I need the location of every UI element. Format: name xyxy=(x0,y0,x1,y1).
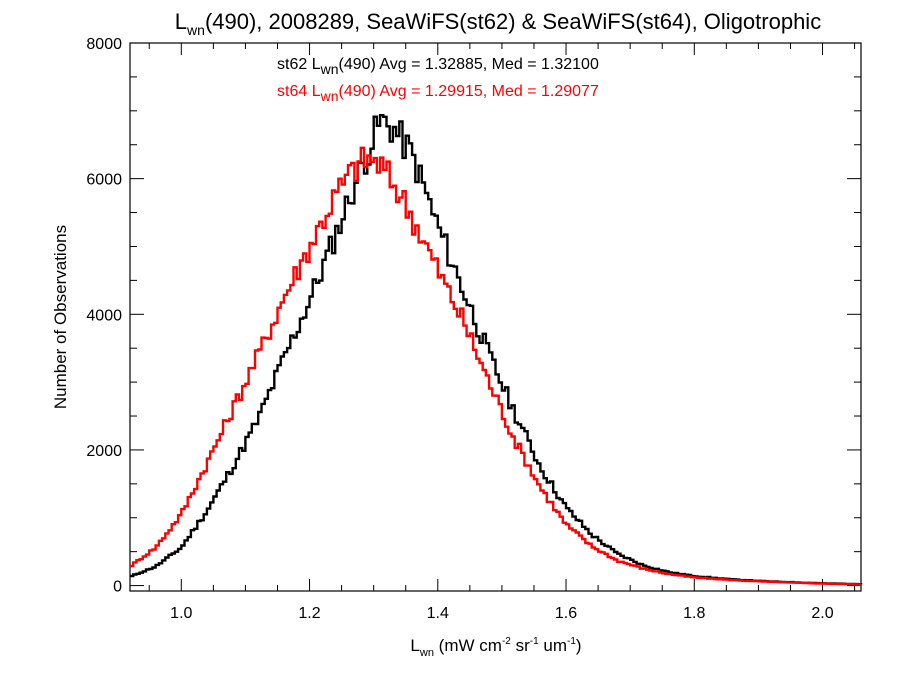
x-axis-label: Lwn (mW cm-2 sr-1 um-1) xyxy=(410,636,581,659)
x-tick-label: 1.6 xyxy=(555,605,577,622)
plot-frame xyxy=(129,42,862,592)
series-layer xyxy=(130,114,863,586)
y-tick-label: 2000 xyxy=(86,443,122,460)
y-axis-label: Number of Observations xyxy=(51,225,70,409)
x-tick-label: 2.0 xyxy=(811,605,833,622)
chart-title: Lwn(490), 2008289, SeaWiFS(st62) & SeaWi… xyxy=(175,9,821,38)
legend-st64: st64 Lwn(490) Avg = 1.29915, Med = 1.290… xyxy=(277,83,599,104)
y-tick-label: 6000 xyxy=(86,172,122,189)
x-tick-label: 1.4 xyxy=(427,605,449,622)
y-tick-label: 8000 xyxy=(86,36,122,53)
x-tick-label: 1.2 xyxy=(298,605,320,622)
x-axis-ticks: 1.0 1.2 1.4 1.6 1.8 2.0 xyxy=(148,43,856,622)
y-tick-label: 0 xyxy=(113,579,122,596)
y-axis-ticks: 0 2000 4000 6000 8000 xyxy=(86,36,861,596)
series-1-histogram xyxy=(130,146,861,586)
series-0-histogram xyxy=(130,114,863,586)
x-tick-label: 1.0 xyxy=(170,605,192,622)
legend-st62: st62 Lwn(490) Avg = 1.32885, Med = 1.321… xyxy=(277,56,599,77)
y-tick-label: 4000 xyxy=(86,307,122,324)
x-tick-label: 1.8 xyxy=(683,605,705,622)
